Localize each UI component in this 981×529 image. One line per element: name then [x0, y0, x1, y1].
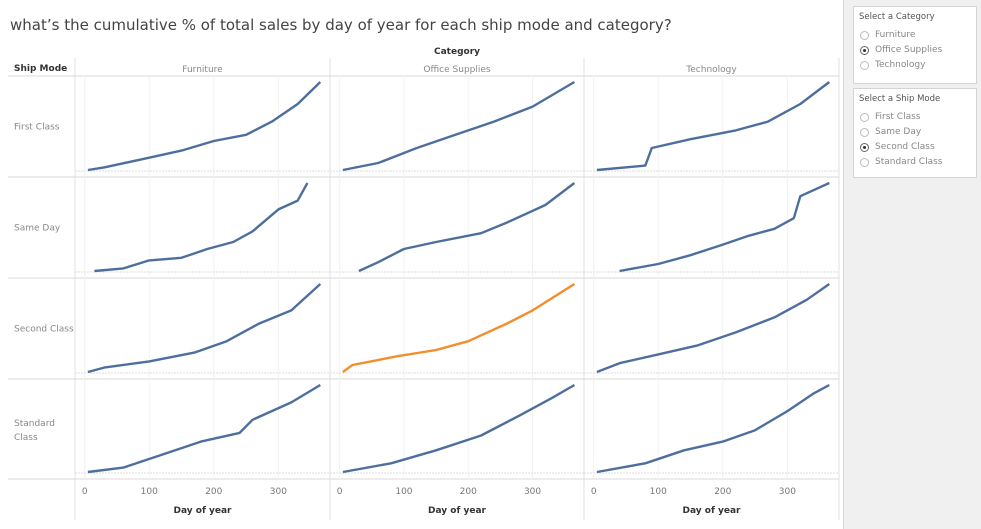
category-filter: Select a Category Furniture Office Suppli… [853, 6, 977, 84]
x-tick-label: 0 [82, 487, 88, 497]
cumulative-line-second-class-office-supplies [342, 282, 576, 373]
row-header-title: Ship Mode [14, 64, 68, 74]
small-multiples-chart: Furniture 0 100 200 300 Day of year Office Sup… [8, 58, 840, 520]
page-title: what’s the cumulative % of total sales b… [10, 16, 672, 34]
category-option[interactable]: Office Supplies [854, 43, 976, 58]
x-axis-label: Day of year [683, 506, 742, 516]
row-header-3: Standard [14, 419, 55, 429]
category-filter-title: Select a Category [859, 12, 935, 22]
radio-button-icon[interactable] [860, 31, 869, 40]
option-label: Standard Class [875, 157, 943, 167]
column-header-title: Category [433, 47, 480, 57]
x-tick-label: 300 [524, 487, 541, 497]
radio-button-icon[interactable] [860, 113, 869, 122]
x-tick-label: 200 [714, 487, 731, 497]
x-tick-label: 100 [650, 487, 667, 497]
shipmode-option[interactable]: First Class [854, 110, 976, 125]
shipmode-option[interactable]: Second Class [854, 140, 976, 155]
cumulative-line-second-class-furniture [87, 283, 322, 374]
cumulative-line-first-class-office-supplies [342, 80, 576, 172]
category-option[interactable]: Technology [854, 58, 976, 73]
dashboard: what’s the cumulative % of total sales b… [0, 0, 844, 529]
cumulative-line-same-day-furniture [94, 182, 309, 273]
cumulative-line-second-class-technology [596, 283, 830, 374]
cumulative-line-standard-class-furniture [87, 383, 321, 474]
radio-button-icon[interactable] [860, 158, 869, 167]
radio-button-icon[interactable] [860, 128, 869, 137]
cumulative-line-standard-class-office-supplies [342, 383, 576, 474]
x-tick-label: 200 [205, 487, 222, 497]
x-tick-label: 300 [270, 487, 287, 497]
row-header-2: Second Class [14, 325, 74, 335]
radio-button-icon[interactable] [860, 61, 869, 70]
radio-button-icon[interactable] [860, 46, 869, 55]
column-header-1: Office Supplies [423, 65, 491, 75]
cumulative-line-first-class-furniture [87, 81, 322, 172]
x-tick-label: 0 [337, 487, 343, 497]
option-label: Same Day [875, 127, 922, 137]
option-label: First Class [875, 112, 921, 122]
row-header-1: Same Day [14, 224, 61, 234]
x-axis-label: Day of year [428, 506, 487, 516]
option-label: Office Supplies [875, 45, 943, 55]
x-tick-label: 100 [395, 487, 412, 497]
row-header-0: First Class [14, 123, 60, 133]
x-tick-label: 0 [591, 487, 597, 497]
column-header-2: Technology [685, 65, 737, 75]
cumulative-line-standard-class-technology [596, 383, 830, 474]
shipmode-option[interactable]: Standard Class [854, 155, 976, 170]
row-header-3: Class [14, 433, 38, 443]
shipmode-filter-title: Select a Ship Mode [859, 94, 941, 104]
x-axis-label: Day of year [174, 506, 233, 516]
cumulative-line-same-day-technology [619, 181, 830, 273]
option-label: Second Class [875, 142, 935, 152]
option-label: Furniture [875, 30, 916, 40]
category-option[interactable]: Furniture [854, 28, 976, 43]
shipmode-filter: Select a Ship Mode First Class Same Day Se… [853, 88, 977, 178]
x-tick-label: 300 [779, 487, 796, 497]
shipmode-option[interactable]: Same Day [854, 125, 976, 140]
option-label: Technology [875, 60, 926, 70]
x-tick-label: 200 [460, 487, 477, 497]
x-tick-label: 100 [141, 487, 158, 497]
column-header-0: Furniture [182, 65, 223, 75]
cumulative-line-same-day-office-supplies [358, 182, 576, 273]
radio-button-icon[interactable] [860, 143, 869, 152]
cumulative-line-first-class-technology [596, 81, 831, 172]
